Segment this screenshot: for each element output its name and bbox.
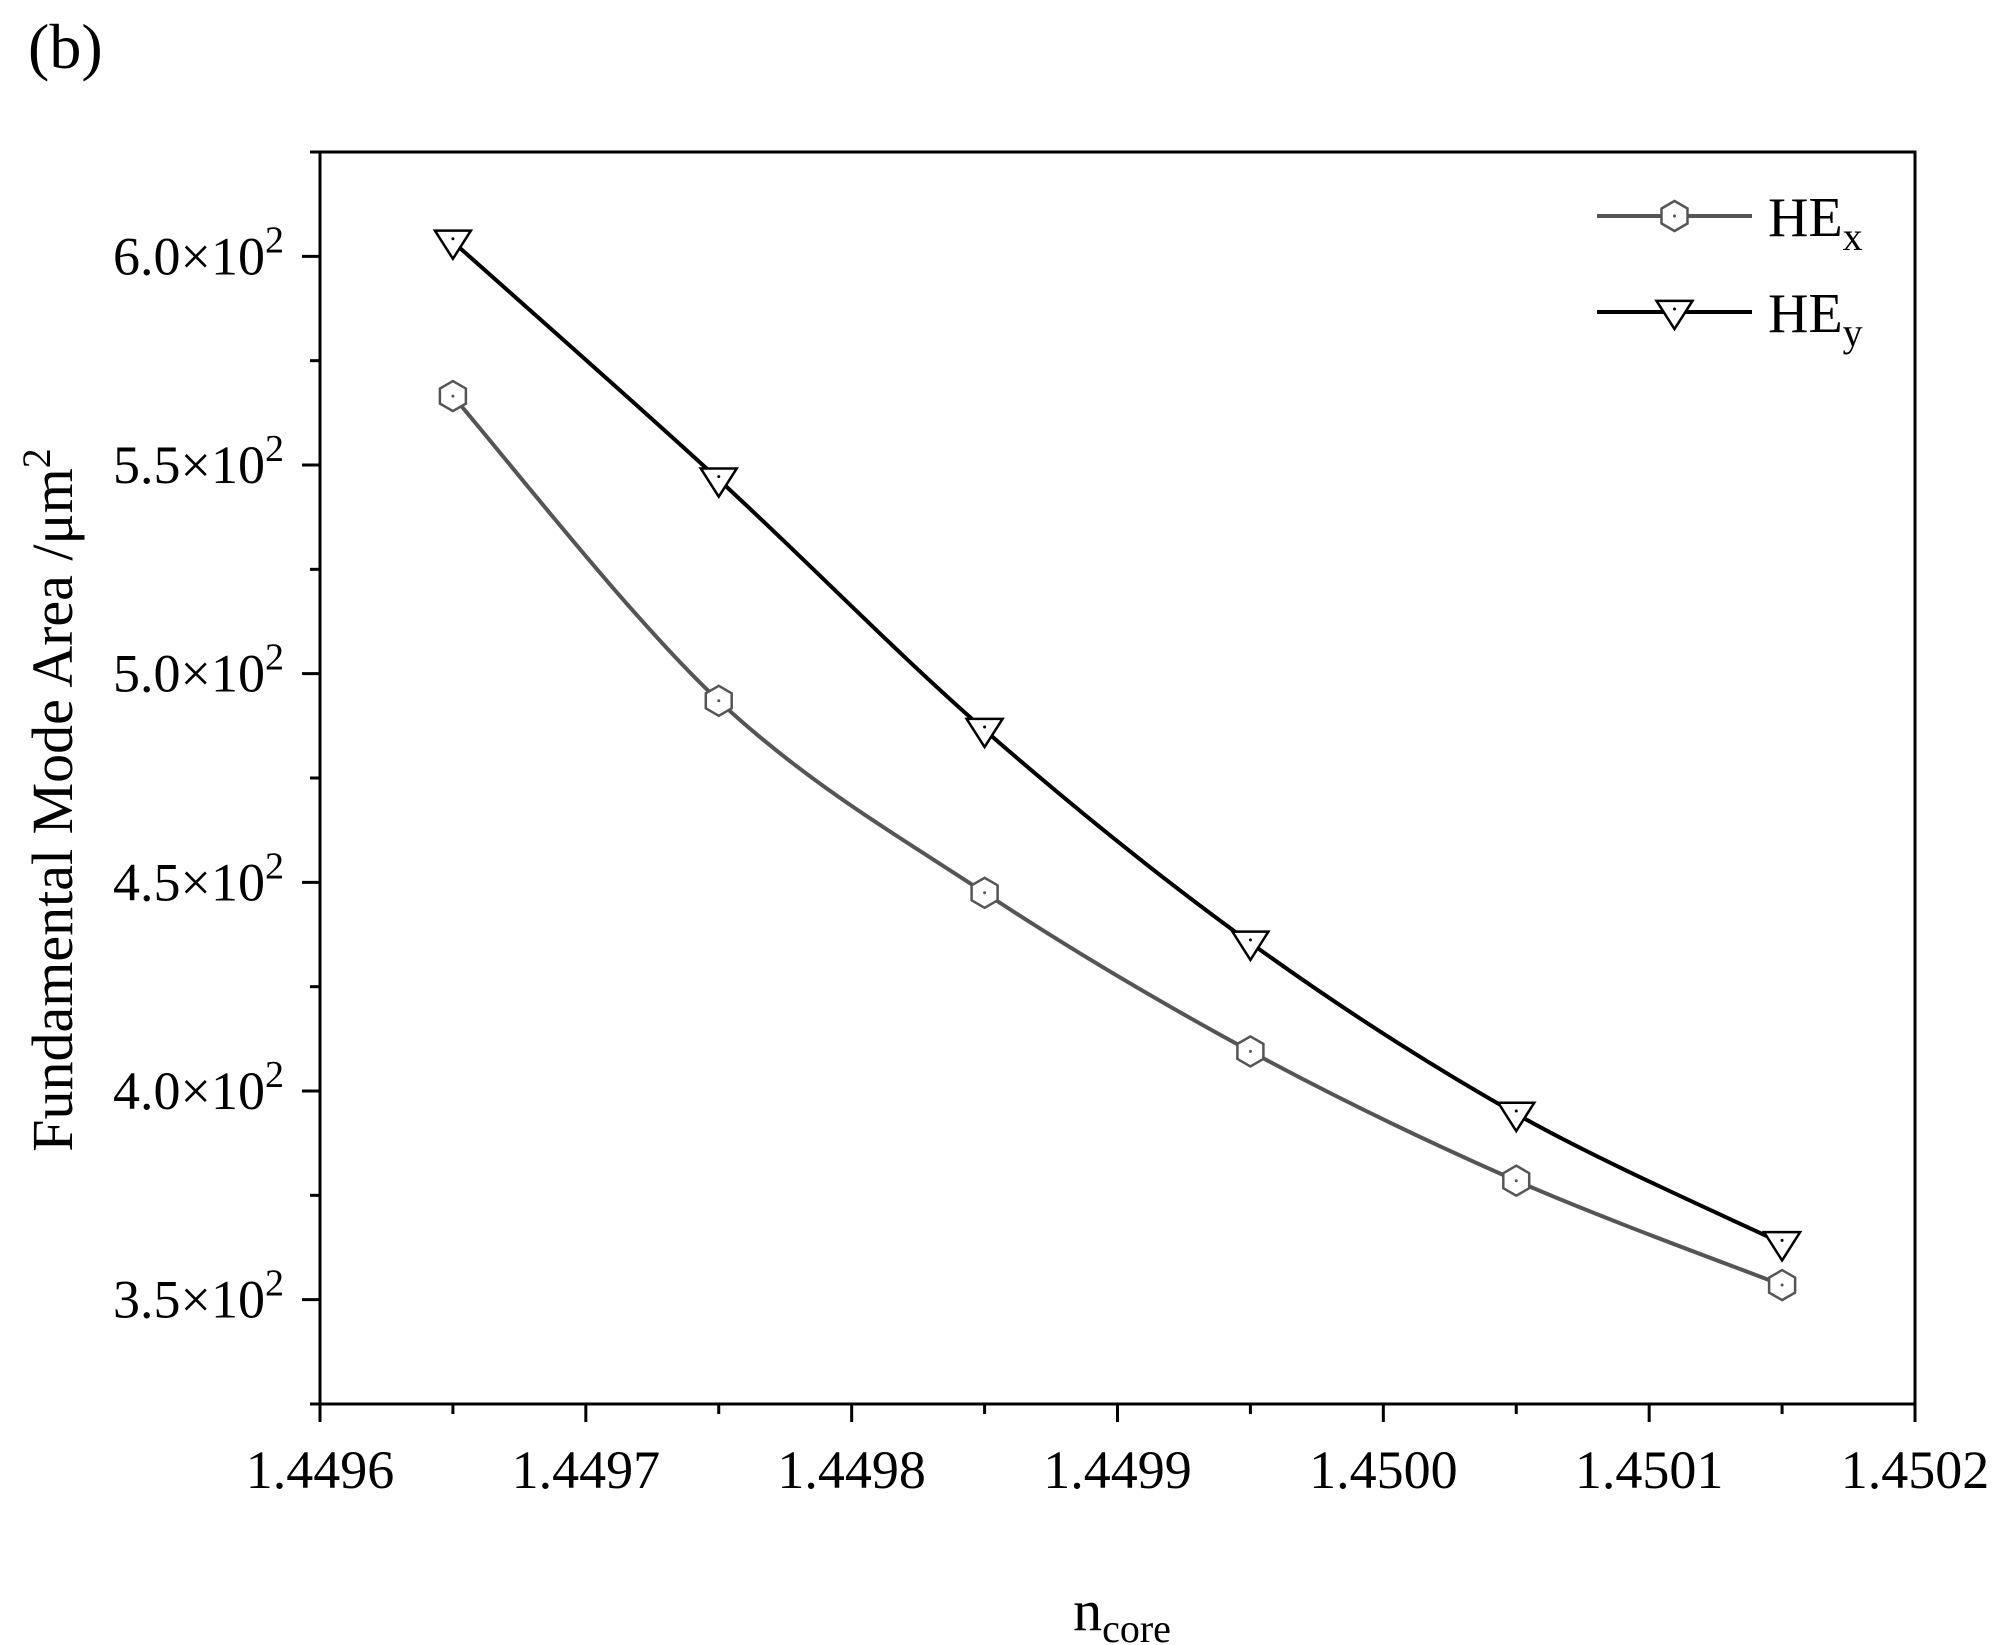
data-point-y-center bbox=[451, 237, 455, 241]
data-point-x-center bbox=[983, 891, 987, 895]
x-tick-label: 1.4502 bbox=[1841, 1440, 1990, 1500]
data-point-y bbox=[1230, 930, 1271, 963]
legend-marker-center bbox=[1673, 214, 1676, 218]
data-point-y-center bbox=[1780, 1238, 1784, 1242]
y-axis-title: Fundamental Mode Area /μm2 bbox=[14, 448, 85, 1151]
data-point-y bbox=[698, 467, 740, 500]
x-tick-label: 1.4501 bbox=[1575, 1440, 1724, 1500]
y-tick-label: 4.5×102 bbox=[113, 845, 284, 912]
data-point-y bbox=[1495, 1101, 1537, 1134]
legend-item-x: HEx bbox=[1597, 187, 1863, 259]
legend: HEx HEy bbox=[1597, 187, 1863, 355]
x-axis-title: ncore bbox=[1073, 1578, 1171, 1645]
data-point-y-center bbox=[1514, 1109, 1518, 1113]
series-layer bbox=[432, 229, 1803, 1302]
x-tick-label: 1.4497 bbox=[512, 1440, 661, 1500]
data-point-x-center bbox=[1780, 1283, 1784, 1287]
series-x bbox=[438, 379, 1797, 1302]
legend-marker-center bbox=[1673, 307, 1676, 311]
x-tick-label: 1.4500 bbox=[1309, 1440, 1458, 1500]
y-tick-label: 6.0×102 bbox=[113, 219, 284, 286]
axis-ticks: 1.4496 1.4497 1.4498 1.4499 1.4500 1.4501 1.45… bbox=[113, 150, 1990, 1500]
x-tick-label: 1.4496 bbox=[246, 1440, 395, 1500]
data-point-y bbox=[964, 717, 1005, 750]
y-tick-label: 4.0×102 bbox=[113, 1054, 284, 1121]
data-point-x-center bbox=[717, 699, 721, 703]
data-point-y-center bbox=[1248, 938, 1252, 942]
x-tick-label: 1.4498 bbox=[777, 1440, 926, 1500]
legend-label: HEx bbox=[1768, 187, 1863, 259]
x-tick-label: 1.4499 bbox=[1043, 1440, 1192, 1500]
data-point-y bbox=[1761, 1230, 1803, 1263]
y-tick-label: 5.0×102 bbox=[113, 637, 284, 704]
series-line-y bbox=[451, 240, 1783, 1246]
y-tick-label: 3.5×102 bbox=[113, 1263, 284, 1330]
data-point-x-center bbox=[451, 394, 455, 398]
legend-item-y: HEy bbox=[1597, 283, 1863, 355]
data-point-x-center bbox=[1248, 1049, 1252, 1053]
series-y bbox=[432, 229, 1803, 1263]
plot-frame bbox=[318, 150, 1917, 1406]
y-tick-label: 5.5×102 bbox=[113, 428, 284, 495]
plot-area bbox=[318, 150, 1917, 1406]
legend-marker bbox=[1654, 299, 1695, 332]
data-point-x-center bbox=[1514, 1179, 1518, 1183]
data-point-y-center bbox=[983, 725, 987, 729]
data-point-y bbox=[432, 229, 474, 262]
data-point-y-center bbox=[717, 475, 721, 479]
legend-label: HEy bbox=[1768, 283, 1863, 355]
panel-label: (b) bbox=[28, 11, 103, 82]
